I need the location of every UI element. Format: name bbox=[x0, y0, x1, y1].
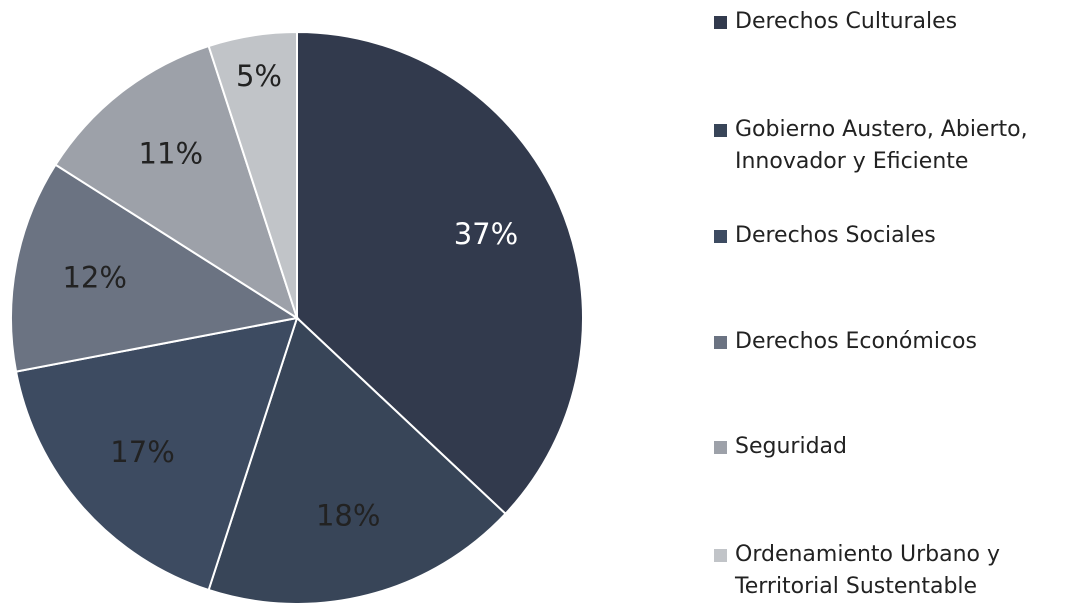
pie-slice bbox=[207, 316, 507, 603]
legend-label: Derechos Culturales bbox=[735, 9, 958, 34]
legend-swatch bbox=[714, 336, 727, 349]
legend-label: Derechos Sociales bbox=[735, 223, 936, 248]
legend-swatch bbox=[714, 549, 727, 562]
data-label: 5% bbox=[236, 59, 282, 93]
legend-label: Derechos Económicos bbox=[735, 329, 977, 354]
data-label: 37% bbox=[454, 217, 518, 251]
legend-item: Derechos Culturales bbox=[714, 6, 1074, 38]
pie-slice bbox=[54, 44, 299, 321]
data-label: 12% bbox=[62, 260, 126, 294]
legend-item: Derechos Económicos bbox=[714, 326, 1074, 358]
data-label: 17% bbox=[110, 435, 174, 469]
pie-slice bbox=[207, 30, 298, 319]
legend-label: Ordenamiento Urbano y Territorial Susten… bbox=[735, 542, 1001, 599]
pie-slice bbox=[10, 163, 300, 373]
data-label: 11% bbox=[139, 136, 203, 170]
legend-swatch bbox=[714, 230, 727, 243]
legend-label: Seguridad bbox=[735, 434, 847, 459]
legend-item: Seguridad bbox=[714, 431, 1074, 463]
legend-item: Derechos Sociales bbox=[714, 220, 1074, 252]
legend-swatch bbox=[714, 124, 727, 137]
legend-swatch bbox=[714, 16, 727, 29]
legend-item: Gobierno Austero, Abierto, Innovador y E… bbox=[714, 114, 1074, 178]
data-label: 18% bbox=[316, 498, 380, 532]
legend-label: Gobierno Austero, Abierto, Innovador y E… bbox=[735, 117, 1028, 174]
pie-slice bbox=[296, 30, 584, 516]
pie-slice bbox=[14, 316, 299, 592]
legend-swatch bbox=[714, 441, 727, 454]
legend-item: Ordenamiento Urbano y Territorial Susten… bbox=[714, 539, 1074, 603]
